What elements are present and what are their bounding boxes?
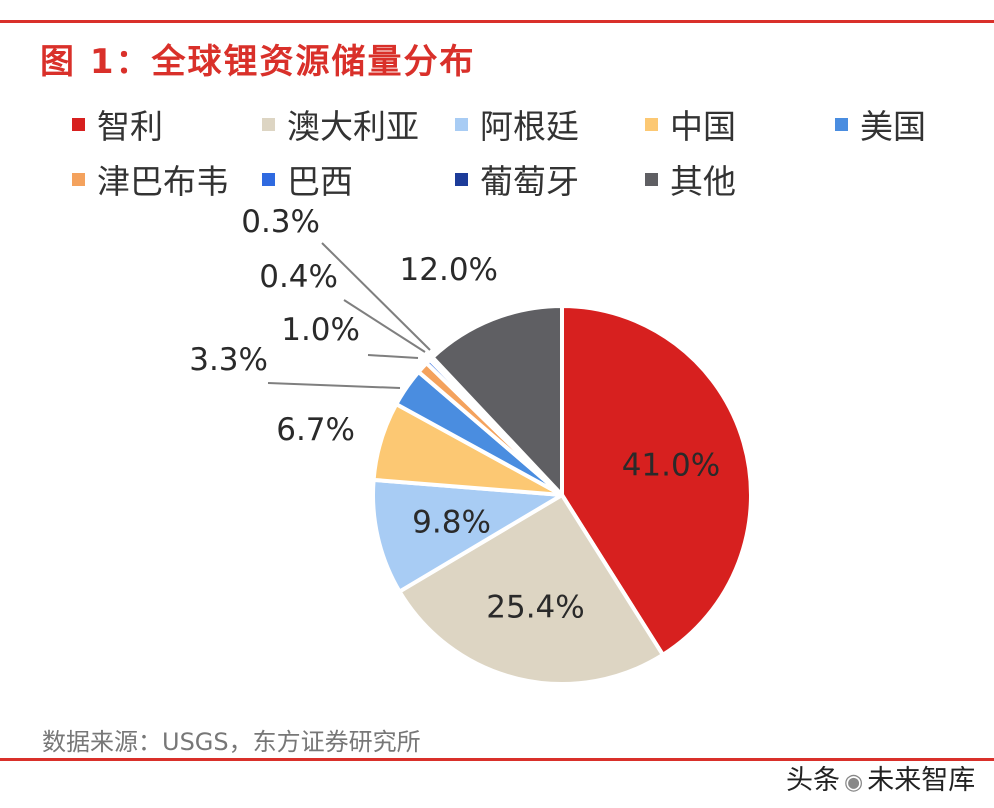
legend-swatch: [72, 117, 85, 131]
data-label: 0.4%: [259, 259, 338, 295]
data-label: 6.7%: [276, 412, 355, 448]
legend-label: 葡萄牙: [480, 162, 579, 201]
legend-label: 美国: [860, 107, 926, 146]
legend-label: 阿根廷: [480, 107, 579, 146]
legend-label: 津巴布韦: [97, 162, 229, 201]
legend-item: 阿根廷: [455, 100, 579, 148]
legend-item: 智利: [72, 100, 163, 148]
leader-line: [367, 354, 419, 359]
source-note: 数据来源：USGS，东方证券研究所: [42, 728, 421, 756]
bottom-rule: [0, 758, 994, 761]
legend-item: 美国: [835, 100, 926, 148]
legend-item: 澳大利亚: [262, 100, 419, 148]
legend-label: 智利: [97, 107, 163, 146]
legend-item: 其他: [645, 155, 736, 203]
data-label: 0.3%: [241, 204, 320, 240]
legend-item: 中国: [645, 100, 736, 148]
legend-item: 津巴布韦: [72, 155, 229, 203]
data-label: 9.8%: [412, 505, 491, 541]
wechat-icon: ◉: [844, 770, 864, 795]
pie-slice: [430, 304, 564, 497]
top-rule: [0, 20, 994, 23]
data-label: 3.3%: [189, 342, 268, 378]
watermark-right: 未来智库: [867, 765, 976, 796]
legend-swatch: [262, 117, 275, 131]
chart-title: 图 1：全球锂资源储量分布: [40, 42, 476, 82]
legend-swatch: [262, 172, 275, 186]
data-label: 1.0%: [281, 312, 360, 348]
legend-label: 其他: [670, 162, 736, 201]
legend-swatch: [455, 117, 468, 131]
leader-line: [343, 299, 426, 353]
leader-line: [267, 382, 401, 389]
pie-slice: [371, 477, 564, 594]
legend-label: 中国: [670, 107, 736, 146]
legend-swatch: [645, 117, 658, 131]
watermark-left: 头条: [786, 765, 840, 796]
legend-swatch: [645, 172, 658, 186]
watermark: 头条 ◉ 未来智库: [786, 758, 975, 797]
legend-item: 巴西: [262, 155, 353, 203]
data-label: 41.0%: [622, 448, 720, 484]
leader-line: [321, 242, 431, 351]
data-label: 25.4%: [486, 589, 584, 625]
legend-label: 澳大利亚: [287, 107, 419, 146]
pie-slice: [397, 493, 665, 686]
legend-label: 巴西: [287, 162, 353, 201]
legend-swatch: [835, 117, 848, 131]
legend-swatch: [455, 172, 468, 186]
legend-swatch: [72, 172, 85, 186]
legend-item: 葡萄牙: [455, 155, 579, 203]
data-label: 12.0%: [400, 252, 498, 288]
